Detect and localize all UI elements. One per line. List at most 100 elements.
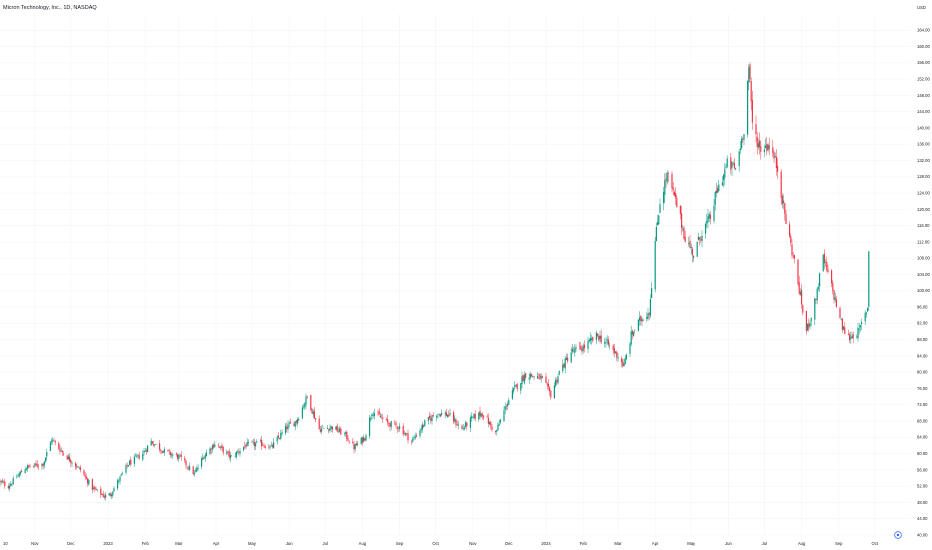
candle[interactable] (331, 426, 333, 433)
candle[interactable] (819, 272, 821, 292)
candle[interactable] (522, 374, 524, 382)
candle[interactable] (545, 372, 547, 384)
candle[interactable] (663, 186, 665, 211)
candle[interactable] (84, 472, 86, 481)
candle[interactable] (822, 254, 824, 273)
candle[interactable] (113, 486, 115, 492)
candle[interactable] (605, 336, 607, 348)
candle[interactable] (138, 451, 140, 461)
candle[interactable] (153, 440, 155, 447)
candle[interactable] (790, 233, 792, 247)
candle[interactable] (515, 384, 517, 387)
candle[interactable] (651, 282, 653, 299)
candle[interactable] (747, 80, 749, 138)
candle[interactable] (430, 413, 432, 424)
candle[interactable] (364, 437, 366, 442)
candle[interactable] (706, 213, 708, 228)
candle[interactable] (145, 448, 147, 455)
candle[interactable] (773, 150, 775, 164)
candle[interactable] (0, 479, 1, 487)
candle[interactable] (558, 370, 560, 376)
candle[interactable] (167, 449, 169, 452)
candle[interactable] (667, 171, 669, 183)
candle[interactable] (556, 377, 558, 385)
candle[interactable] (279, 437, 281, 440)
candle[interactable] (129, 459, 131, 466)
candle[interactable] (306, 395, 308, 399)
candle[interactable] (549, 385, 551, 396)
candle[interactable] (9, 482, 11, 492)
candle[interactable] (193, 470, 195, 477)
candle[interactable] (574, 344, 576, 357)
candle[interactable] (725, 163, 727, 169)
candle[interactable] (473, 413, 475, 421)
candle[interactable] (691, 246, 693, 263)
candle[interactable] (841, 318, 843, 333)
candle[interactable] (815, 298, 817, 305)
candle[interactable] (130, 456, 132, 467)
candle[interactable] (792, 251, 794, 259)
candle[interactable] (329, 424, 331, 433)
candle[interactable] (154, 444, 156, 448)
candle[interactable] (858, 322, 860, 335)
candle[interactable] (273, 438, 275, 449)
candle[interactable] (135, 453, 137, 457)
candle[interactable] (700, 235, 702, 244)
candle[interactable] (151, 441, 153, 445)
candle[interactable] (805, 310, 807, 335)
candle[interactable] (235, 450, 237, 460)
candle[interactable] (144, 447, 146, 453)
candle[interactable] (41, 463, 43, 470)
candle[interactable] (598, 334, 600, 342)
candle[interactable] (438, 413, 440, 417)
candle[interactable] (721, 176, 723, 186)
candle[interactable] (760, 140, 762, 160)
candle[interactable] (474, 410, 476, 422)
candle[interactable] (413, 434, 415, 441)
candle[interactable] (346, 430, 348, 442)
candle[interactable] (868, 251, 870, 311)
candle[interactable] (622, 358, 624, 368)
candle[interactable] (12, 475, 14, 485)
candle[interactable] (323, 427, 325, 429)
candle[interactable] (108, 492, 110, 496)
candle[interactable] (528, 372, 530, 384)
candle[interactable] (371, 412, 373, 421)
candle[interactable] (137, 454, 139, 459)
candle[interactable] (688, 236, 690, 247)
candle[interactable] (783, 194, 785, 210)
candle[interactable] (197, 463, 199, 472)
candle[interactable] (70, 458, 72, 467)
candle[interactable] (571, 343, 573, 354)
candle[interactable] (399, 423, 401, 432)
candle[interactable] (707, 208, 709, 229)
candle[interactable] (46, 448, 48, 461)
candle[interactable] (499, 418, 501, 425)
candle[interactable] (562, 359, 564, 374)
candle[interactable] (251, 440, 253, 444)
candle[interactable] (852, 331, 854, 344)
candle[interactable] (319, 425, 321, 433)
candle[interactable] (654, 236, 656, 293)
candle[interactable] (666, 170, 668, 185)
candle[interactable] (491, 424, 493, 432)
candle[interactable] (330, 425, 332, 432)
candle[interactable] (575, 344, 577, 352)
candle[interactable] (327, 424, 329, 430)
candle[interactable] (797, 258, 799, 287)
candle[interactable] (733, 157, 735, 170)
candle[interactable] (271, 443, 273, 449)
candle[interactable] (28, 464, 30, 469)
candle[interactable] (43, 460, 45, 469)
candle[interactable] (455, 417, 457, 429)
candle[interactable] (298, 416, 300, 422)
candle[interactable] (340, 426, 342, 435)
candle[interactable] (709, 210, 711, 225)
candle[interactable] (587, 336, 589, 354)
candle[interactable] (244, 441, 246, 449)
candle[interactable] (103, 493, 105, 500)
candle[interactable] (739, 140, 741, 155)
candle[interactable] (454, 415, 456, 424)
candle[interactable] (4, 478, 6, 489)
candle[interactable] (27, 463, 29, 473)
